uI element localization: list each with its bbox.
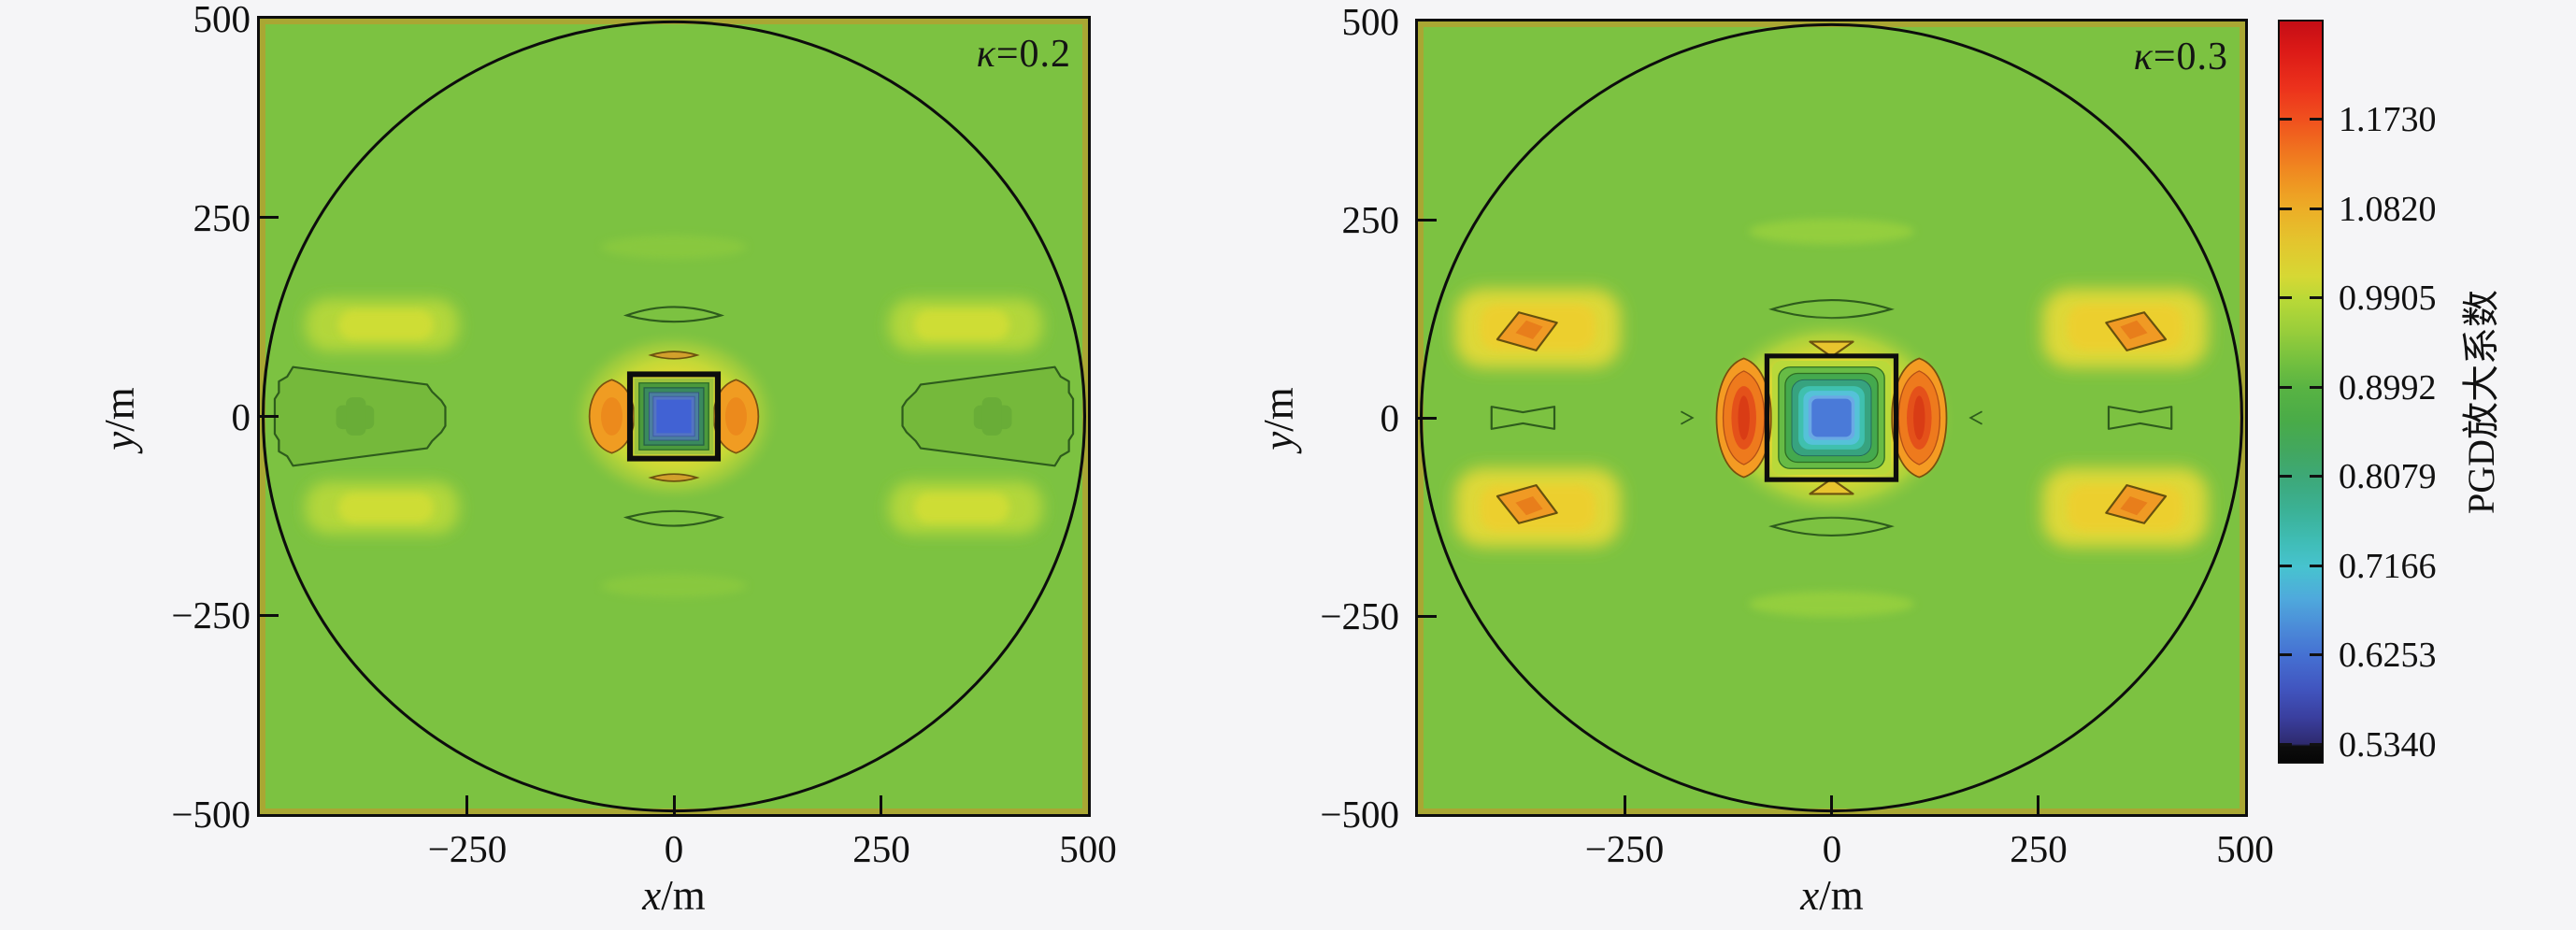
contour-field-kappa-0.2	[261, 20, 1087, 813]
triangle-lobe-bottom	[1809, 478, 1854, 495]
kappa-symbol: κ	[2133, 36, 2154, 79]
colorbar-tick	[2310, 207, 2322, 210]
x-tick-label: 500	[2216, 827, 2274, 870]
faint-smudge	[601, 235, 747, 260]
y-tick-label: −500	[1320, 793, 1399, 836]
colorbar-tick-label: 1.0820	[2339, 190, 2437, 229]
kappa-annotation: κ=0.3	[2134, 35, 2228, 79]
x-axis-var: x	[642, 872, 662, 919]
y-axis-tick	[260, 415, 279, 418]
colorbar-tick	[2280, 653, 2292, 656]
colorbar-tick	[2310, 565, 2322, 567]
x-axis-title: x/m	[580, 873, 767, 918]
colorbar-tick-label: 0.7166	[2339, 547, 2437, 586]
x-axis-tick	[1623, 795, 1626, 814]
y-tick-label: −500	[171, 793, 250, 836]
building-footprint	[1764, 353, 1899, 482]
bowtie-contour	[1490, 406, 1556, 430]
eye-contour-bottom	[623, 509, 725, 527]
colorbar-tick	[2310, 386, 2322, 389]
y-tick-label: 250	[1341, 198, 1400, 241]
x-axis-var: x	[1800, 872, 1820, 919]
small-lens-bottom	[648, 473, 700, 482]
bowtie-contour	[2107, 406, 2173, 430]
y-axis-tick	[1418, 416, 1437, 420]
tiny-contour-mark	[1680, 410, 1695, 425]
x-axis-tick	[880, 795, 882, 814]
red-lobe-right	[1891, 357, 1948, 479]
eye-contour-top	[623, 306, 725, 323]
x-axis-tick	[465, 795, 468, 814]
faint-smudge	[1749, 219, 1914, 245]
y-axis-tick	[260, 613, 279, 617]
colorbar-tick-label: 0.8079	[2339, 457, 2437, 496]
y-tick-label: 500	[193, 0, 251, 40]
colorbar-tick	[2280, 386, 2292, 389]
colorbar-tick	[2280, 118, 2292, 121]
colorbar-tick-label: 1.1730	[2339, 100, 2437, 139]
contour-plot-kappa-0.2: κ=0.2	[257, 16, 1091, 817]
colorbar-tick	[2310, 296, 2322, 299]
triangle-lobe-top	[1809, 340, 1854, 358]
colorbar-tick	[2280, 296, 2292, 299]
colorbar-tick	[2310, 475, 2322, 478]
y-tick-label: −250	[1320, 594, 1399, 637]
x-tick-label: 500	[1059, 827, 1117, 870]
x-tick-label: 250	[852, 827, 910, 870]
x-axis-unit: /m	[1819, 872, 1864, 919]
x-tick-label: 250	[2010, 827, 2068, 870]
x-tick-label: 0	[1822, 827, 1842, 870]
yellow-green-patches	[305, 298, 1043, 535]
colorbar	[2278, 20, 2324, 764]
y-tick-label: 0	[231, 395, 251, 438]
colorbar-tick	[2310, 743, 2322, 746]
building-footprint	[626, 371, 722, 462]
y-axis-tick	[1418, 614, 1437, 618]
fan-contour-right	[901, 365, 1075, 467]
y-tick-label: 0	[1380, 396, 1400, 439]
colorbar-tick-label: 0.6253	[2339, 636, 2437, 675]
kappa-value: =0.2	[995, 33, 1071, 76]
y-axis-tick	[260, 216, 279, 220]
colorbar-tick-label: 0.5340	[2339, 725, 2437, 765]
y-tick-label: −250	[171, 594, 250, 637]
y-axis-tick	[1418, 218, 1437, 222]
x-axis-tick	[1830, 795, 1833, 814]
kappa-symbol: κ	[976, 33, 996, 76]
contour-field-kappa-0.3	[1419, 22, 2244, 813]
x-tick-label: −250	[427, 827, 508, 870]
tiny-contour-mark	[1968, 410, 1983, 425]
faint-smudge	[601, 573, 747, 598]
colorbar-title: PGD放大系数	[2460, 289, 2502, 515]
x-axis-unit: /m	[661, 872, 706, 919]
x-axis-tick	[2037, 795, 2040, 814]
contour-plot-kappa-0.3: κ=0.3	[1415, 19, 2248, 817]
x-tick-label: 0	[664, 827, 684, 870]
y-tick-label: 500	[1341, 0, 1400, 43]
y-tick-label: 250	[193, 196, 251, 239]
colorbar-tick	[2280, 565, 2292, 567]
colorbar-tick-label: 0.9905	[2339, 279, 2437, 318]
faint-smudge	[1749, 591, 1914, 617]
red-lobe-left	[1715, 357, 1772, 479]
colorbar-tick	[2310, 118, 2322, 121]
fan-contour-left	[273, 365, 447, 467]
colorbar-tick	[2280, 475, 2292, 478]
colorbar-tick	[2280, 743, 2292, 746]
colorbar-tick	[2280, 207, 2292, 210]
small-lens-top	[648, 351, 700, 360]
colorbar-tick	[2310, 653, 2322, 656]
x-axis-title: x/m	[1739, 873, 1925, 918]
x-tick-label: −250	[1584, 827, 1665, 870]
colorbar-tick-label: 0.8992	[2339, 368, 2437, 408]
x-axis-tick	[672, 795, 676, 814]
kappa-annotation: κ=0.2	[977, 32, 1071, 77]
kappa-value: =0.3	[2153, 36, 2228, 79]
